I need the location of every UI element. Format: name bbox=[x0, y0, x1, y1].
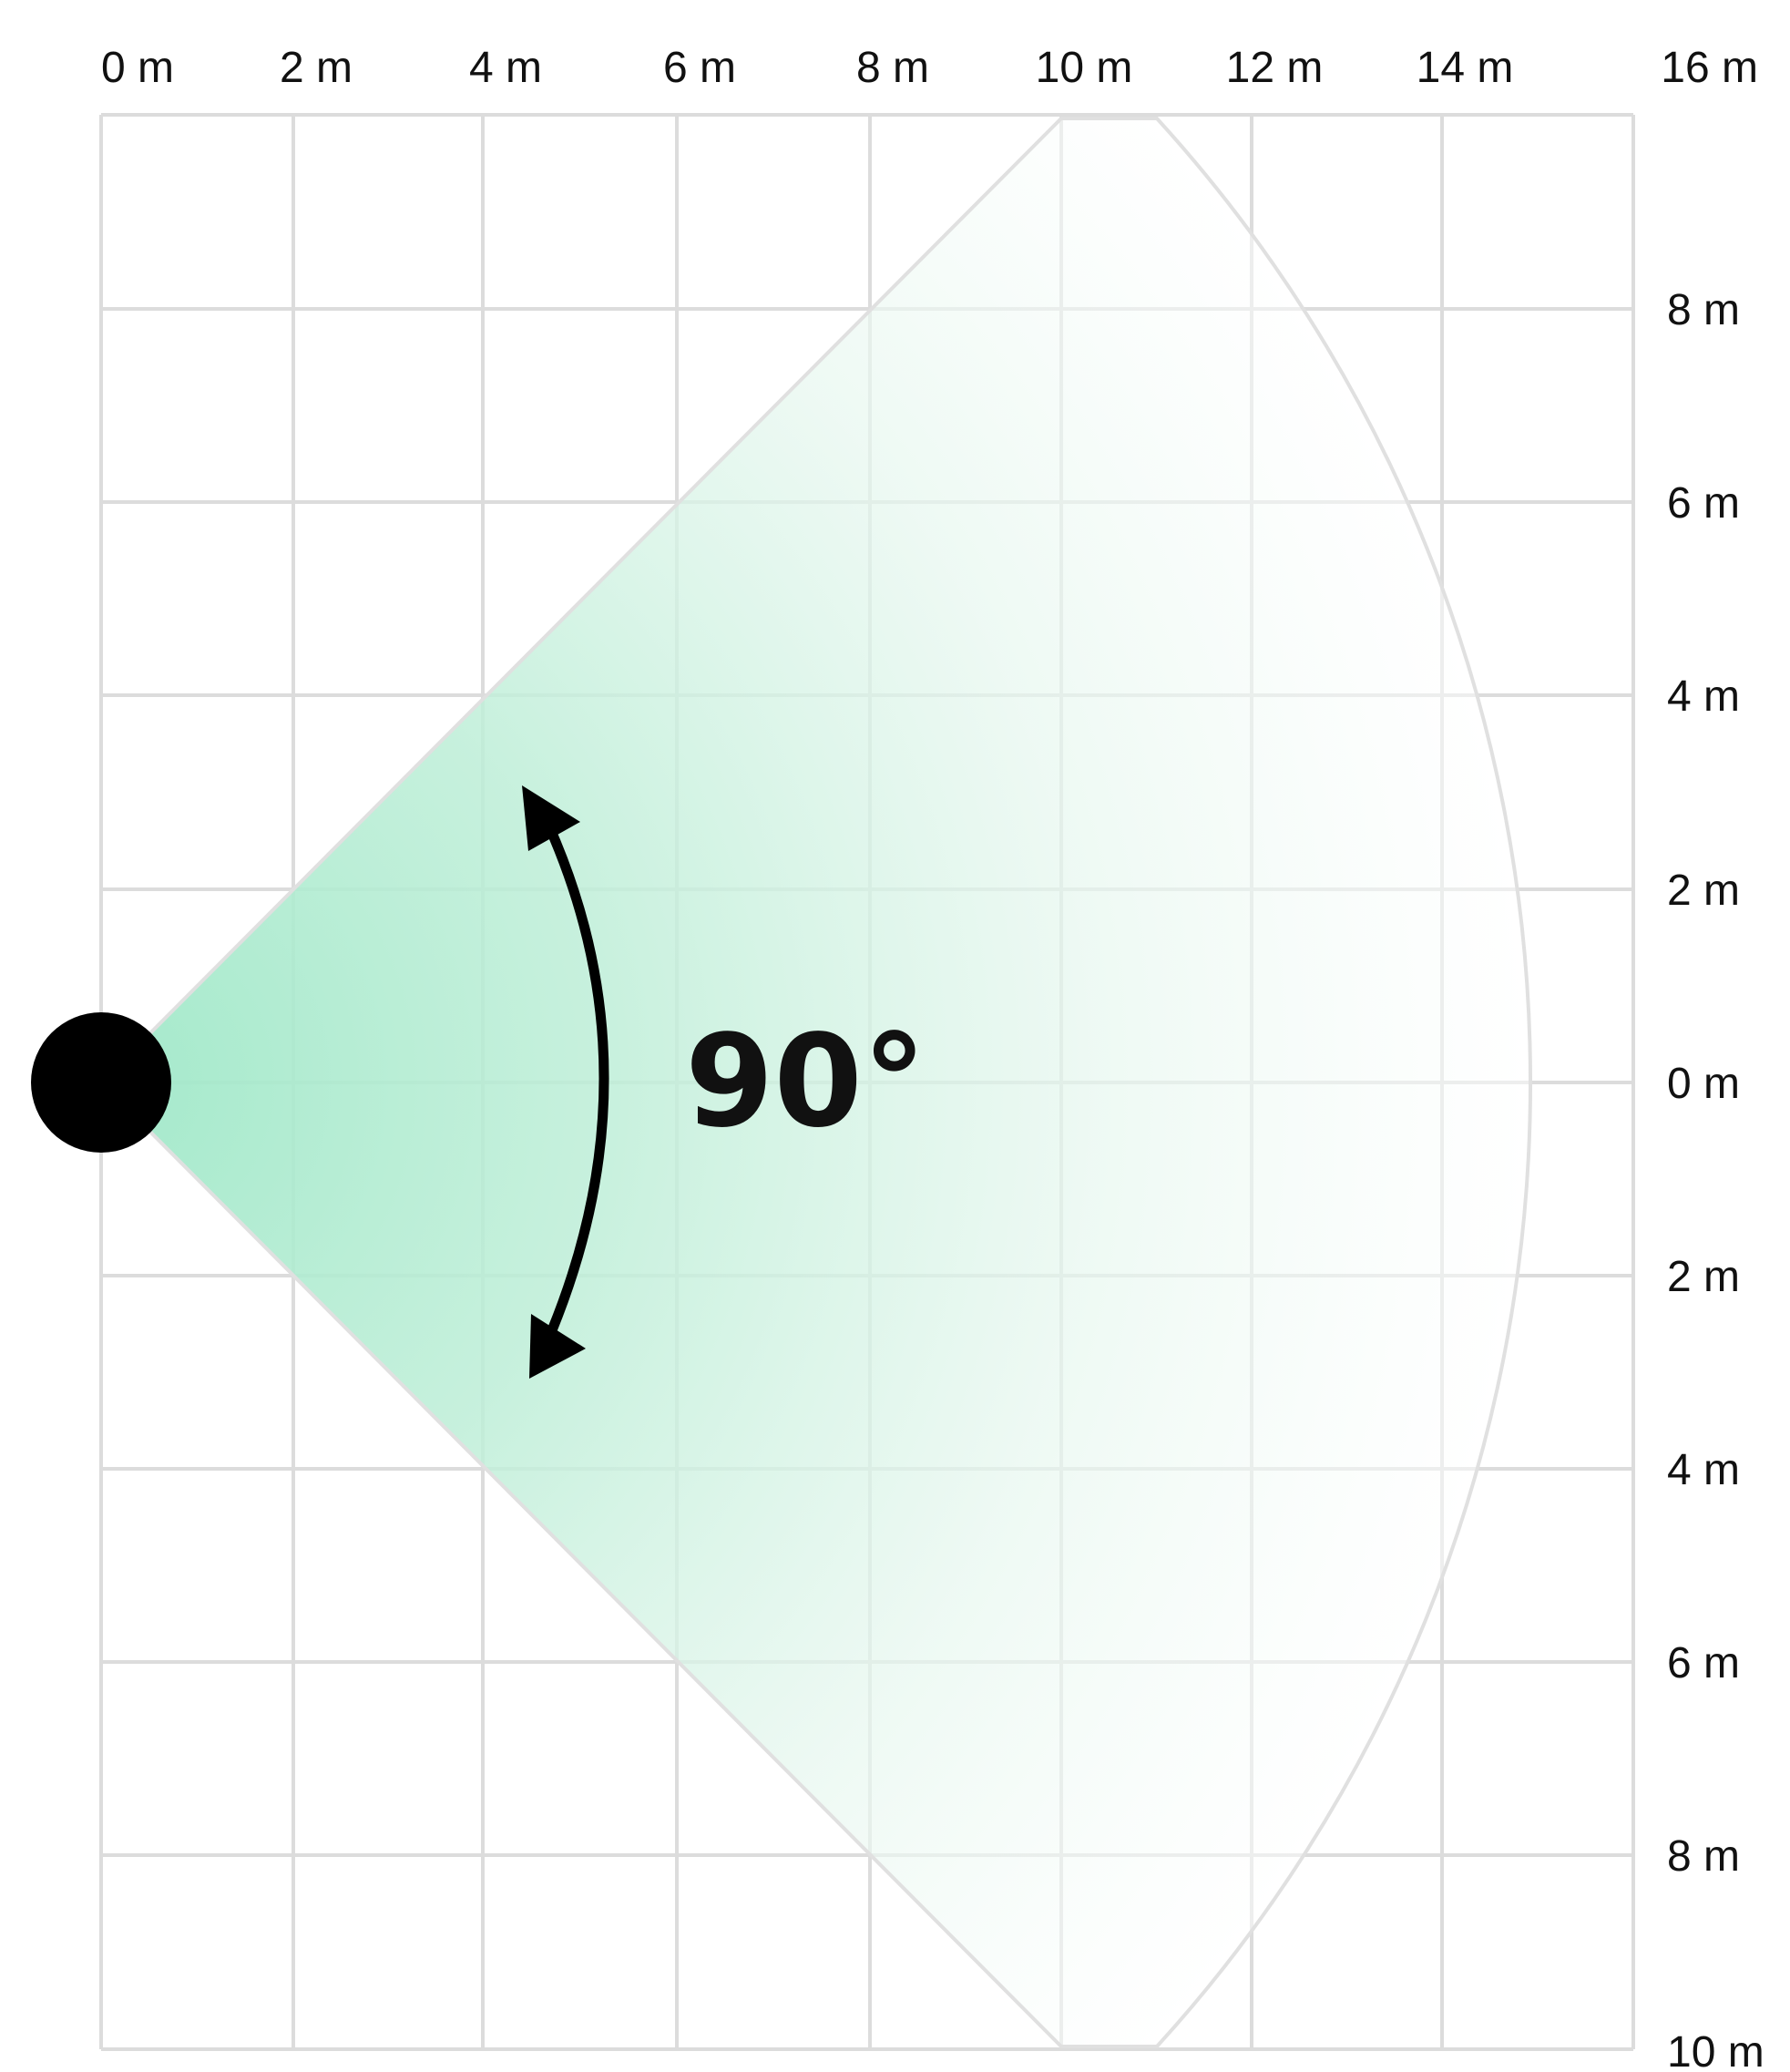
detection-beam bbox=[98, 117, 1532, 2048]
y-tick-label: 2 m bbox=[1667, 1253, 1740, 1301]
y-tick-label: 4 m bbox=[1667, 1446, 1740, 1494]
y-tick-label: 0 m bbox=[1667, 1060, 1740, 1108]
y-tick-label: 8 m bbox=[1667, 1832, 1740, 1881]
arrowhead-up bbox=[522, 785, 580, 851]
x-tick-label: 0 m bbox=[101, 44, 174, 92]
x-tick-label: 6 m bbox=[663, 44, 736, 92]
x-tick-label: 12 m bbox=[1226, 44, 1324, 92]
y-tick-label: 6 m bbox=[1667, 479, 1740, 528]
y-tick-labels: 8 m 6 m 4 m 2 m 0 m 2 m 4 m 6 m 8 m 10 m bbox=[1667, 286, 1764, 2072]
y-tick-label: 8 m bbox=[1667, 286, 1740, 334]
x-tick-label: 16 m bbox=[1661, 44, 1758, 92]
x-tick-label: 8 m bbox=[856, 44, 929, 92]
y-tick-label: 2 m bbox=[1667, 867, 1740, 915]
x-tick-label: 2 m bbox=[280, 44, 353, 92]
x-tick-labels: 0 m 2 m 4 m 6 m 8 m 10 m 12 m 14 m 16 m bbox=[101, 44, 1758, 92]
sensor-dot bbox=[31, 1012, 171, 1153]
arrowhead-down bbox=[529, 1314, 586, 1379]
y-tick-label: 10 m bbox=[1667, 2028, 1764, 2072]
x-tick-label: 10 m bbox=[1036, 44, 1133, 92]
angle-label: 90° bbox=[685, 1008, 926, 1156]
y-tick-label: 4 m bbox=[1667, 672, 1740, 721]
x-tick-label: 14 m bbox=[1417, 44, 1514, 92]
angle-arrow bbox=[522, 785, 609, 1379]
x-tick-label: 4 m bbox=[469, 44, 542, 92]
y-tick-label: 6 m bbox=[1667, 1639, 1740, 1687]
